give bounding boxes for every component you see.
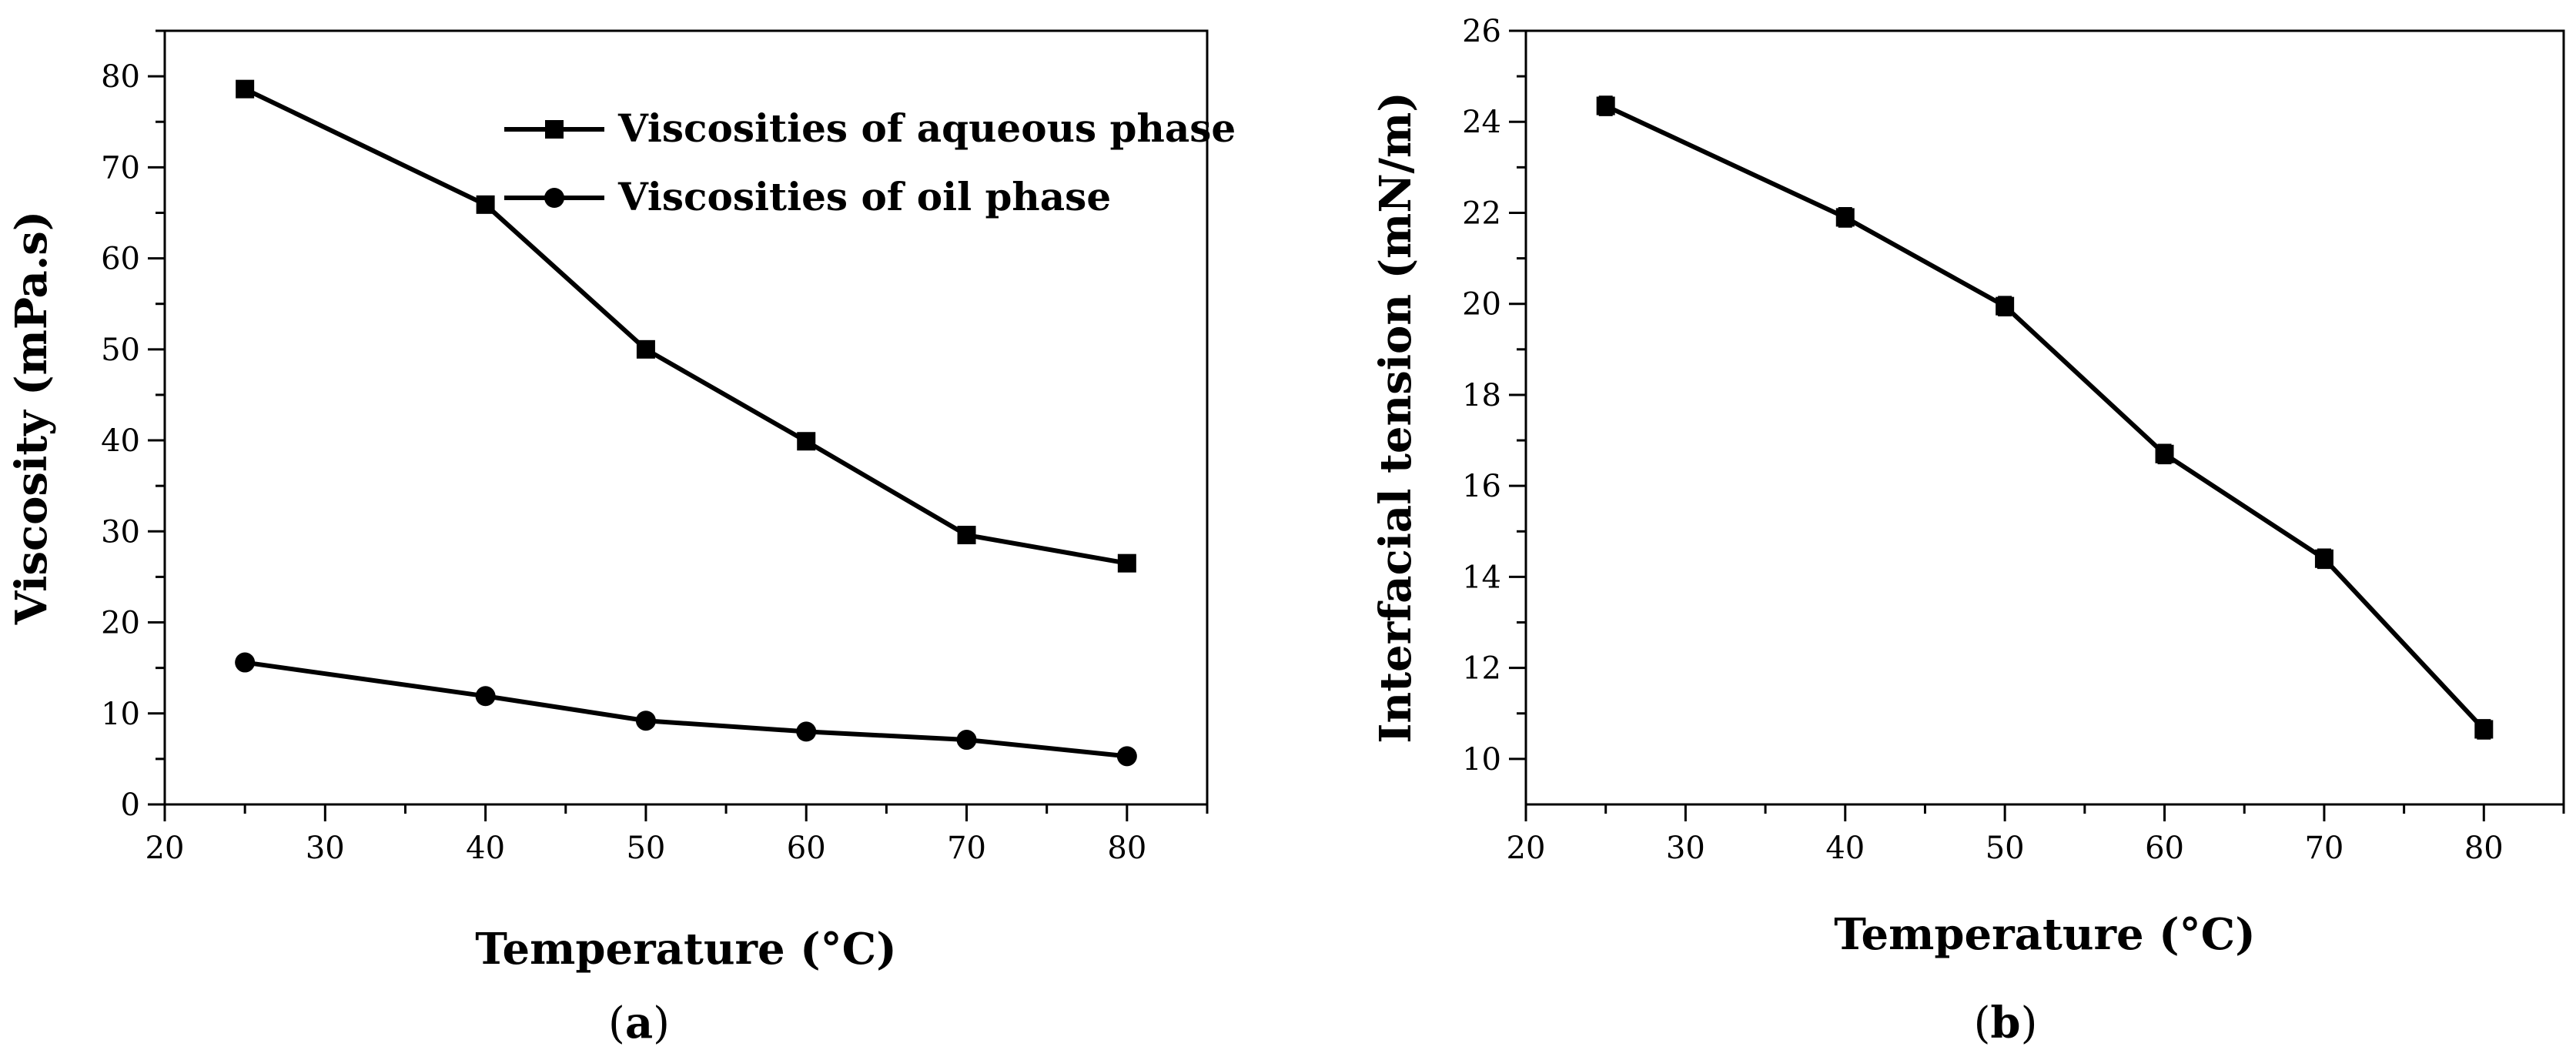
y-tick-label: 20: [101, 606, 140, 641]
y-tick-label: 12: [1462, 651, 1501, 687]
x-tick-label: 60: [787, 831, 826, 866]
y-tick-label: 16: [1462, 469, 1501, 504]
y-tick-label: 26: [1462, 14, 1501, 49]
series-square: [236, 79, 1136, 573]
y-tick-label: 40: [101, 423, 140, 459]
chart-panel-b: 20 30 40 50 60 70 80 10 12 14 16 18 20 22 24 26 Temperat…: [1370, 14, 2565, 1048]
data-point: [2155, 444, 2174, 463]
series-square: [1596, 95, 2494, 740]
x-tick-label: 80: [1107, 831, 1146, 866]
legend-label: Viscosities of aqueous phase: [617, 105, 1236, 151]
x-tick-label: 50: [626, 831, 665, 866]
data-point: [1996, 296, 2015, 316]
data-point: [236, 79, 255, 99]
data-point: [475, 686, 496, 707]
data-point: [796, 721, 817, 742]
y-tick-label: 10: [101, 697, 140, 732]
y-tick-label: 22: [1462, 196, 1501, 231]
y-tick-label: 24: [1462, 105, 1501, 140]
y-tick-label: 60: [101, 242, 140, 277]
series-line: [1604, 103, 2486, 731]
x-axis-label: Temperature (°C): [1834, 909, 2255, 960]
panel-label: (a): [608, 998, 670, 1048]
series-line: [244, 660, 1128, 759]
y-tick-label: 14: [1462, 560, 1501, 595]
data-point: [1835, 208, 1855, 227]
data-point: [1116, 746, 1137, 767]
data-point: [956, 730, 977, 751]
x-tick-label: 20: [1507, 831, 1546, 866]
data-point: [1596, 96, 1615, 115]
y-axis-label: Viscosity (mPa.s): [6, 211, 57, 626]
x-tick-label: 70: [947, 831, 986, 866]
data-point: [1117, 553, 1136, 573]
data-point: [476, 195, 495, 214]
x-tick-label: 30: [306, 831, 345, 866]
data-point: [636, 339, 655, 359]
y-tick-label: 30: [101, 514, 140, 550]
data-point: [797, 432, 816, 451]
x-tick-label: 70: [2304, 831, 2343, 866]
y-tick-label: 80: [101, 59, 140, 95]
legend-marker: [545, 120, 564, 139]
y-tick-label: 0: [121, 787, 140, 823]
data-point: [2314, 549, 2333, 568]
y-tick-label: 18: [1462, 378, 1501, 413]
x-tick-label: 20: [146, 831, 185, 866]
data-point: [957, 526, 976, 545]
x-tick-label: 30: [1666, 831, 1705, 866]
x-axis-label: Temperature (°C): [475, 924, 896, 975]
data-point: [2474, 720, 2494, 739]
series-circle: [235, 652, 1137, 767]
series-line: [243, 86, 1128, 566]
x-tick-label: 40: [1825, 831, 1865, 866]
x-tick-label: 60: [2145, 831, 2184, 866]
legend-label: Viscosities of oil phase: [617, 174, 1111, 219]
y-tick-label: 10: [1462, 742, 1501, 777]
x-tick-label: 50: [1986, 831, 2025, 866]
data-point: [635, 711, 656, 731]
y-tick-label: 20: [1462, 287, 1501, 323]
y-axis-label: Interfacial tension (mN/m): [1370, 92, 1421, 743]
x-tick-label: 80: [2464, 831, 2504, 866]
y-tick-label: 50: [101, 333, 140, 368]
data-point: [235, 652, 256, 673]
plot-frame: [1524, 29, 2565, 806]
panel-label: (b): [1974, 998, 2038, 1048]
plot-frame: [163, 29, 1209, 806]
x-tick-label: 40: [466, 831, 505, 866]
legend-marker: [544, 188, 564, 208]
y-tick-label: 70: [101, 150, 140, 186]
chart-panel-a: 20 30 40 50 60 70 80 0 10 20 30 40 50 60 70 80 Temperatu…: [6, 29, 1236, 1048]
